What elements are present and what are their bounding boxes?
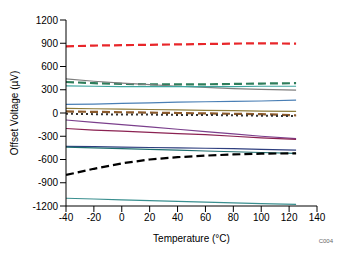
- svg-text:-20: -20: [87, 212, 102, 223]
- svg-text:300: 300: [41, 84, 58, 95]
- svg-text:900: 900: [41, 38, 58, 49]
- svg-text:0: 0: [119, 212, 125, 223]
- svg-text:100: 100: [253, 212, 270, 223]
- svg-text:Offset Voltage (µV): Offset Voltage (µV): [9, 71, 20, 156]
- svg-text:-600: -600: [38, 154, 58, 165]
- svg-text:60: 60: [200, 212, 212, 223]
- svg-text:80: 80: [228, 212, 240, 223]
- svg-text:20: 20: [144, 212, 156, 223]
- svg-text:Temperature (°C): Temperature (°C): [153, 233, 230, 244]
- svg-text:1200: 1200: [36, 15, 59, 26]
- html-text:C004: C004: [318, 238, 333, 244]
- svg-text:600: 600: [41, 61, 58, 72]
- svg-text:40: 40: [172, 212, 184, 223]
- svg-text:120: 120: [281, 212, 298, 223]
- svg-text:0: 0: [52, 108, 58, 119]
- svg-text:-900: -900: [38, 177, 58, 188]
- svg-text:-40: -40: [59, 212, 74, 223]
- svg-text:-300: -300: [38, 131, 58, 142]
- svg-text:140: 140: [309, 212, 326, 223]
- svg-text:-1200: -1200: [32, 201, 58, 212]
